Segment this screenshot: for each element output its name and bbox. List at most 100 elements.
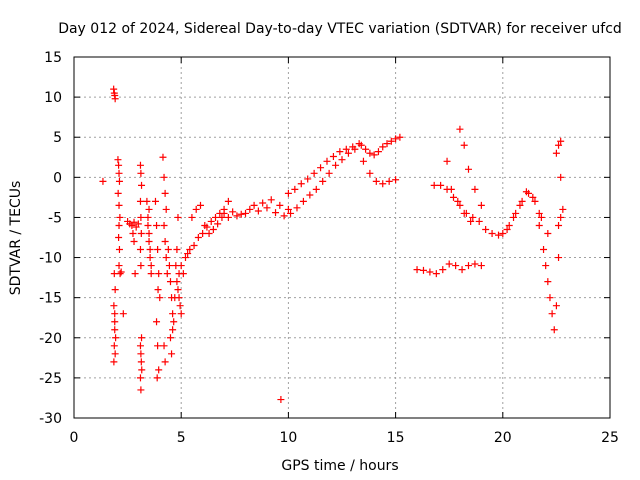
data-point: [372, 177, 380, 185]
y-tick-label: 10: [44, 90, 62, 106]
data-point: [387, 137, 395, 145]
data-point: [115, 161, 123, 169]
data-point: [115, 201, 123, 209]
series-band-17-20: [430, 125, 503, 239]
data-point: [396, 133, 404, 141]
data-point: [114, 156, 122, 164]
data-points: [99, 85, 567, 404]
data-point: [119, 310, 127, 318]
data-point: [137, 358, 145, 366]
data-point: [154, 286, 162, 294]
data-point: [130, 218, 138, 226]
data-point: [184, 250, 192, 258]
data-point: [385, 177, 393, 185]
data-point: [276, 201, 284, 209]
plot-frame: [73, 56, 611, 419]
data-point: [146, 246, 154, 254]
data-point: [137, 229, 145, 237]
data-point: [115, 221, 123, 229]
data-point: [205, 229, 213, 237]
data-point: [137, 169, 145, 177]
data-point: [110, 302, 118, 310]
data-point: [168, 350, 176, 358]
data-point: [437, 181, 445, 189]
data-point: [115, 169, 123, 177]
data-point: [159, 153, 167, 161]
data-point: [419, 266, 427, 274]
x-axis: 0 5 10 15 20 25: [70, 57, 619, 446]
data-point: [471, 260, 479, 268]
data-point: [153, 374, 161, 382]
data-point: [194, 234, 202, 241]
data-point: [460, 209, 468, 217]
series-isolated: [99, 177, 285, 404]
data-point: [550, 326, 558, 334]
data-point: [332, 161, 340, 169]
data-point: [284, 205, 292, 213]
data-point: [175, 294, 183, 302]
data-point: [362, 145, 370, 153]
data-point: [144, 213, 152, 221]
y-tick-label: -5: [48, 210, 62, 226]
data-point: [137, 350, 145, 358]
data-point: [317, 164, 325, 172]
data-point: [163, 270, 171, 278]
data-point: [277, 396, 285, 404]
data-point: [544, 229, 552, 237]
data-point: [304, 175, 312, 183]
x-tick-label: 20: [494, 430, 512, 446]
data-point: [174, 213, 182, 221]
x-tick-label: 0: [70, 430, 79, 446]
data-point: [529, 193, 537, 201]
y-tick-label: -30: [39, 411, 62, 427]
data-point: [284, 189, 292, 197]
data-point: [359, 157, 367, 165]
data-point: [310, 169, 318, 177]
data-point: [154, 342, 162, 350]
series-right-22-22.8: [535, 137, 567, 334]
data-point: [111, 350, 119, 358]
data-point: [173, 278, 181, 286]
data-point: [443, 157, 451, 165]
data-point: [170, 318, 178, 326]
data-point: [357, 141, 365, 149]
data-point: [542, 262, 550, 270]
data-point: [454, 197, 462, 205]
data-point: [161, 189, 169, 197]
data-point: [201, 221, 209, 229]
data-point: [464, 262, 472, 270]
data-point: [207, 217, 215, 225]
data-point: [464, 165, 472, 173]
data-point: [153, 318, 161, 326]
data-point: [177, 262, 185, 270]
data-point: [147, 270, 155, 278]
x-tick-label: 10: [279, 430, 297, 446]
y-axis: -30 -25 -20 -15 -10 -5 0 5 10 15: [39, 50, 610, 427]
data-point: [115, 262, 123, 270]
data-point: [469, 213, 477, 221]
data-point: [552, 302, 560, 310]
data-point: [449, 193, 457, 201]
data-point: [192, 205, 200, 213]
data-point: [477, 262, 485, 270]
data-point: [392, 135, 400, 143]
data-point: [297, 180, 305, 188]
data-point: [379, 143, 387, 151]
series-band-7-10: [220, 196, 292, 221]
y-tick-label: 5: [53, 130, 62, 146]
data-point: [488, 229, 496, 237]
x-tick-label: 15: [387, 430, 405, 446]
series-col-4.5: [164, 246, 179, 358]
data-point: [111, 326, 119, 334]
y-tick-label: -25: [39, 371, 62, 387]
data-point: [161, 358, 169, 366]
data-point: [209, 225, 217, 233]
data-point: [503, 225, 511, 233]
data-point: [177, 310, 185, 318]
data-point: [143, 197, 151, 205]
series-rise-10-13: [284, 140, 363, 217]
series-dip-20-22: [499, 188, 552, 237]
data-point: [176, 302, 184, 310]
data-point: [535, 221, 543, 229]
